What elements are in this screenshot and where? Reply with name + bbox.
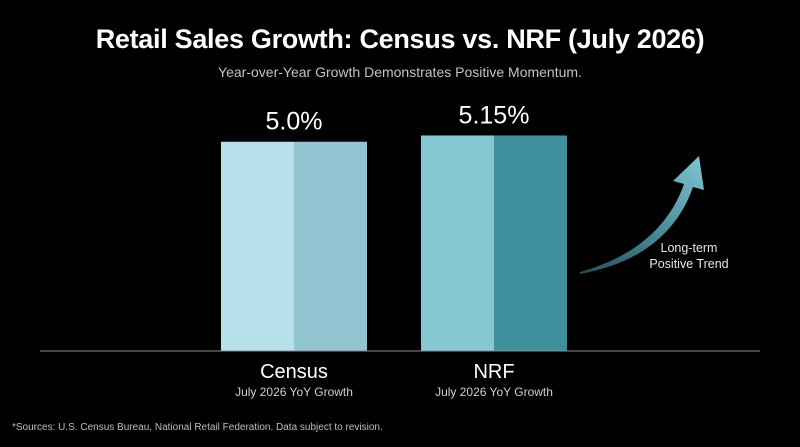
category-sublabel-nrf: July 2026 YoY Growth bbox=[435, 385, 553, 399]
data-label-census: 5.0% bbox=[266, 108, 323, 136]
category-label-nrf: NRF bbox=[473, 361, 514, 383]
chart-subtitle: Year-over-Year Growth Demonstrates Posit… bbox=[218, 64, 582, 80]
bar-census-right-face bbox=[294, 141, 367, 351]
trend-arrow-icon bbox=[580, 156, 704, 274]
category-label-census: Census bbox=[260, 361, 328, 383]
source-footnote: *Sources: U.S. Census Bureau, National R… bbox=[12, 422, 383, 433]
trend-annotation-line2: Positive Trend bbox=[649, 257, 729, 271]
bar-nrf-right-face bbox=[494, 135, 567, 351]
data-label-nrf: 5.15% bbox=[459, 101, 530, 129]
bar-census-left-face bbox=[221, 141, 294, 351]
chart-title: Retail Sales Growth: Census vs. NRF (Jul… bbox=[95, 24, 705, 54]
trend-annotation: Long-term Positive Trend bbox=[642, 240, 736, 272]
category-sublabel-census: July 2026 YoY Growth bbox=[235, 385, 353, 399]
trend-annotation-line1: Long-term bbox=[660, 241, 718, 255]
bar-census bbox=[221, 141, 367, 351]
bar-nrf bbox=[421, 135, 567, 351]
bar-nrf-left-face bbox=[421, 135, 494, 351]
